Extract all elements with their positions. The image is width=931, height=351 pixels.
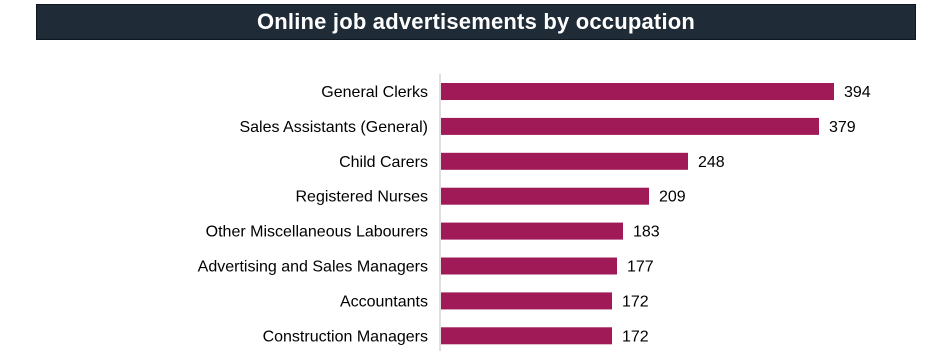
bar-1 bbox=[441, 117, 819, 135]
value-label-0: 394 bbox=[844, 84, 871, 101]
category-label-2: Child Carers bbox=[339, 154, 428, 171]
value-label-7: 172 bbox=[622, 328, 649, 345]
bar-5 bbox=[441, 257, 617, 275]
chart-title-bar: Online job advertisements by occupation bbox=[36, 4, 916, 40]
bar-3 bbox=[441, 187, 649, 205]
category-label-6: Accountants bbox=[340, 293, 428, 310]
bar-6 bbox=[441, 292, 612, 310]
category-label-3: Registered Nurses bbox=[296, 189, 429, 206]
bars-group: General Clerks 394 Sales Assistants (Gener… bbox=[198, 83, 871, 345]
category-label-5: Advertising and Sales Managers bbox=[198, 259, 428, 276]
bar-4 bbox=[441, 222, 623, 240]
value-label-5: 177 bbox=[627, 259, 654, 276]
bar-7 bbox=[441, 327, 612, 345]
category-label-7: Construction Managers bbox=[263, 328, 428, 345]
category-label-1: Sales Assistants (General) bbox=[239, 119, 428, 136]
value-label-1: 379 bbox=[829, 119, 856, 136]
bar-2 bbox=[441, 152, 688, 170]
bar-0 bbox=[441, 83, 834, 100]
value-label-3: 209 bbox=[659, 189, 686, 206]
chart-title: Online job advertisements by occupation bbox=[256, 9, 696, 34]
category-label-0: General Clerks bbox=[321, 84, 428, 101]
value-label-6: 172 bbox=[622, 293, 649, 310]
category-label-4: Other Miscellaneous Labourers bbox=[206, 224, 428, 241]
value-label-4: 183 bbox=[633, 224, 660, 241]
value-label-2: 248 bbox=[698, 154, 725, 171]
